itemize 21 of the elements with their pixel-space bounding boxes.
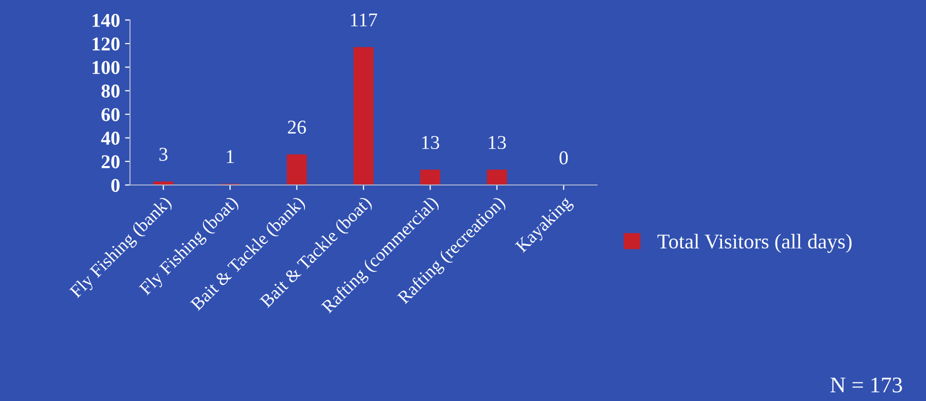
data-label: 3 [159, 148, 168, 161]
data-label: 13 [422, 136, 440, 150]
text: N = 173 [830, 378, 902, 392]
data-label: 1 [226, 150, 234, 164]
data-label: 26 [288, 120, 306, 134]
legend-label: Total Visitors (all days) [657, 234, 852, 253]
data-label: 13 [488, 136, 506, 150]
y-tick-label: 0 [111, 178, 120, 192]
data-label: 0 [560, 151, 568, 164]
y-tick-label: 40 [101, 132, 120, 145]
y-tick-label: 140 [92, 14, 120, 27]
y-tick-label: 80 [101, 84, 120, 98]
y-tick-label: 100 [92, 60, 120, 74]
y-tick-label: 20 [102, 155, 120, 168]
y-tick-label: 60 [102, 108, 120, 122]
bar [353, 47, 374, 185]
data-label: 117 [350, 13, 378, 26]
bar [286, 154, 307, 185]
y-tick-label: 120 [92, 37, 120, 51]
bar [486, 170, 507, 185]
bar [420, 170, 440, 185]
